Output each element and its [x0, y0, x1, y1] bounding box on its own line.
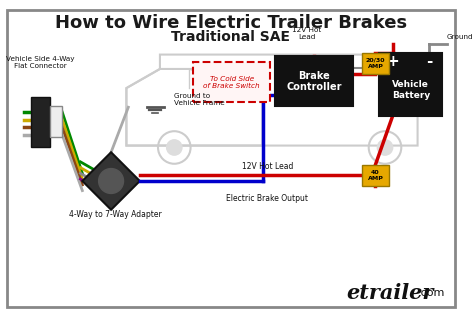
Text: 20/30
AMP: 20/30 AMP — [365, 58, 385, 68]
Text: Ground to
Vehicle Frame: Ground to Vehicle Frame — [174, 93, 225, 106]
Text: .com: .com — [418, 288, 445, 298]
Circle shape — [377, 140, 392, 155]
Text: Vehicle
Battery: Vehicle Battery — [392, 80, 430, 100]
Text: Brake
Controller: Brake Controller — [286, 71, 342, 92]
Text: 12V Hot Lead: 12V Hot Lead — [242, 162, 293, 171]
Bar — [193, 62, 270, 102]
Text: To Cold Side
of Brake Switch: To Cold Side of Brake Switch — [203, 76, 260, 89]
Text: Traditional SAE: Traditional SAE — [171, 30, 290, 44]
Text: How to Wire Electric Trailer Brakes: How to Wire Electric Trailer Brakes — [55, 14, 407, 32]
Bar — [50, 106, 62, 137]
Bar — [362, 53, 389, 74]
Text: 4-Way to 7-Way Adapter: 4-Way to 7-Way Adapter — [70, 210, 162, 219]
Circle shape — [99, 169, 124, 193]
Bar — [379, 53, 442, 116]
Text: Ground: Ground — [447, 34, 473, 40]
Text: Vehicle Side 4-Way
Flat Connector: Vehicle Side 4-Way Flat Connector — [6, 56, 74, 69]
Text: 40
AMP: 40 AMP — [367, 170, 383, 181]
Text: etrailer: etrailer — [346, 283, 434, 303]
Bar — [31, 97, 50, 146]
Text: -: - — [426, 54, 432, 69]
Bar — [275, 56, 354, 106]
Text: Electric Brake Output: Electric Brake Output — [226, 194, 308, 203]
Text: 12V Hot
Lead: 12V Hot Lead — [292, 27, 321, 40]
Circle shape — [167, 140, 182, 155]
Text: +: + — [386, 54, 399, 69]
Polygon shape — [82, 152, 140, 210]
Bar — [362, 165, 389, 186]
